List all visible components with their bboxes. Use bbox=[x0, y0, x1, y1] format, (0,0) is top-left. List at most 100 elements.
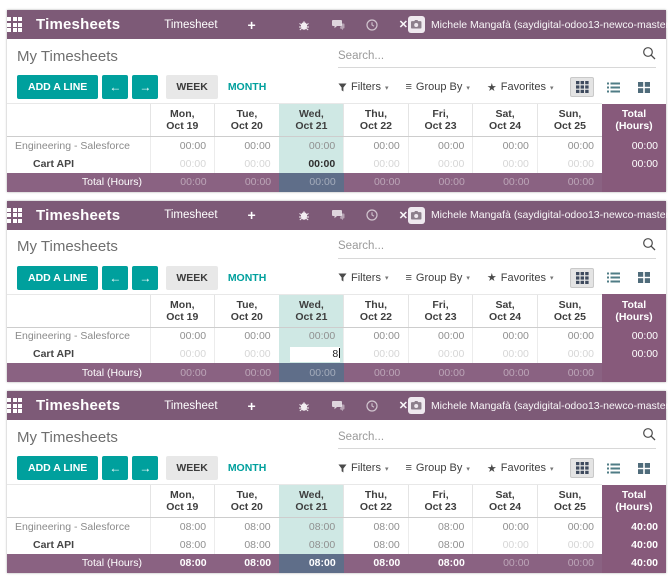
grid-cell[interactable]: 00:00 bbox=[536, 154, 602, 173]
month-range-button[interactable]: MONTH bbox=[227, 81, 267, 93]
close-icon[interactable]: ✕ bbox=[398, 209, 408, 222]
prev-week-button[interactable]: ← bbox=[102, 456, 129, 480]
grid-cell[interactable]: 08:00 bbox=[149, 535, 215, 554]
grid-cell[interactable]: 00:00 bbox=[472, 535, 538, 554]
grid-cell[interactable]: 00:00 bbox=[214, 154, 280, 173]
debug-bug-icon[interactable] bbox=[298, 209, 310, 221]
week-range-button[interactable]: WEEK bbox=[166, 75, 218, 99]
messages-icon[interactable] bbox=[331, 400, 345, 412]
grid-cell[interactable]: 00:00 bbox=[343, 345, 409, 363]
month-range-button[interactable]: MONTH bbox=[227, 462, 267, 474]
prev-week-button[interactable]: ← bbox=[102, 75, 129, 99]
apps-menu-button[interactable] bbox=[7, 398, 22, 413]
search-icon[interactable] bbox=[642, 427, 656, 446]
grid-cell-editing[interactable]: 00:00 bbox=[279, 154, 344, 173]
grid-cell[interactable]: 00:00 bbox=[407, 154, 473, 173]
apps-menu-button[interactable] bbox=[7, 207, 22, 223]
grid-cell[interactable]: 00:00 bbox=[472, 345, 538, 363]
menu-item-timesheet[interactable]: Timesheet bbox=[164, 18, 218, 31]
close-icon[interactable]: ✕ bbox=[398, 19, 408, 31]
grid-cell-editing[interactable]: 08:00 bbox=[279, 535, 344, 554]
activities-clock-icon[interactable] bbox=[366, 209, 378, 221]
grid-cell[interactable]: 08:00 bbox=[214, 535, 280, 554]
grid-cell[interactable]: 00:00 bbox=[343, 154, 409, 173]
footer-cell: 00:00 bbox=[537, 553, 602, 573]
messages-icon[interactable] bbox=[331, 209, 345, 221]
filters-dropdown[interactable]: Filters ▾ bbox=[338, 272, 388, 284]
month-range-button[interactable]: MONTH bbox=[227, 271, 267, 284]
grid-cell: 00:00 bbox=[472, 136, 538, 155]
grid-cell[interactable]: 00:00 bbox=[472, 154, 538, 173]
user-name: Michele Mangafà (saydigital-odoo13-newco… bbox=[430, 209, 668, 221]
search-icon[interactable] bbox=[642, 237, 656, 256]
user-menu[interactable]: Michele Mangafà (saydigital-odoo13-newco… bbox=[407, 16, 668, 33]
quick-add-button[interactable]: + bbox=[247, 207, 256, 223]
activities-clock-icon[interactable] bbox=[366, 18, 378, 31]
apps-grid-icon bbox=[7, 17, 22, 32]
next-week-button[interactable]: → bbox=[132, 75, 159, 99]
menu-item-timesheet[interactable]: Timesheet bbox=[164, 399, 218, 412]
user-menu[interactable]: Michele Mangafà (saydigital-odoo13-newco… bbox=[407, 206, 668, 224]
grid-cell[interactable]: 00:00 bbox=[149, 345, 215, 363]
grid-cell[interactable]: 08:00 bbox=[343, 535, 409, 554]
add-a-line-button[interactable]: ADD A LINE bbox=[17, 265, 99, 290]
group-by-dropdown[interactable]: ≡ Group By ▾ bbox=[405, 81, 469, 93]
group-by-dropdown[interactable]: ≡ Group By ▾ bbox=[405, 462, 469, 474]
user-menu[interactable]: Michele Mangafà (saydigital-odoo13-newco… bbox=[407, 397, 668, 414]
grid-view-button[interactable] bbox=[570, 267, 594, 288]
quick-add-button[interactable]: + bbox=[247, 397, 256, 414]
grid-cell[interactable]: 00:00 bbox=[214, 345, 280, 363]
messages-icon[interactable] bbox=[331, 19, 345, 31]
grid-cell[interactable]: 00:00 bbox=[149, 154, 215, 173]
favorites-dropdown[interactable]: ★ Favorites ▾ bbox=[487, 271, 554, 285]
kanban-view-button[interactable] bbox=[632, 268, 656, 288]
search-input[interactable] bbox=[338, 430, 642, 443]
grid-cell-editing[interactable]: 8 bbox=[279, 345, 344, 363]
close-icon[interactable]: ✕ bbox=[398, 400, 408, 412]
app-title[interactable]: Timesheets bbox=[36, 397, 121, 414]
filters-dropdown[interactable]: Filters ▾ bbox=[338, 462, 388, 474]
week-range-button[interactable]: WEEK bbox=[166, 265, 218, 290]
next-week-button[interactable]: → bbox=[132, 456, 159, 480]
group-by-dropdown[interactable]: ≡ Group By ▾ bbox=[405, 272, 469, 284]
favorites-dropdown[interactable]: ★ Favorites ▾ bbox=[487, 81, 554, 94]
debug-bug-icon[interactable] bbox=[298, 400, 310, 412]
grid-cell[interactable]: 00:00 bbox=[407, 345, 473, 363]
row-label-task: Cart API bbox=[33, 538, 75, 551]
corner-header bbox=[7, 293, 150, 328]
list-view-button[interactable] bbox=[601, 268, 625, 288]
filters-dropdown[interactable]: Filters ▾ bbox=[338, 81, 388, 93]
search-input[interactable] bbox=[338, 240, 642, 252]
grid-cell[interactable]: 00:00 bbox=[536, 345, 602, 363]
chevron-down-icon: ▾ bbox=[550, 84, 554, 92]
prev-week-button[interactable]: ← bbox=[102, 265, 129, 290]
list-view-button[interactable] bbox=[601, 77, 625, 97]
apps-menu-button[interactable] bbox=[7, 17, 22, 32]
chevron-down-icon: ▾ bbox=[466, 465, 470, 473]
camera-icon bbox=[410, 20, 422, 29]
favorites-dropdown[interactable]: ★ Favorites ▾ bbox=[487, 462, 554, 475]
next-week-button[interactable]: → bbox=[132, 265, 159, 290]
search-icon[interactable] bbox=[642, 46, 656, 65]
add-a-line-button[interactable]: ADD A LINE bbox=[17, 75, 99, 99]
grid-cell[interactable]: 08:00 bbox=[407, 535, 473, 554]
row-label-project: Engineering - Salesforce bbox=[15, 520, 130, 533]
activities-clock-icon[interactable] bbox=[366, 399, 378, 412]
grid-cell: 08:00 bbox=[407, 517, 473, 536]
app-title[interactable]: Timesheets bbox=[36, 206, 121, 224]
week-range-button[interactable]: WEEK bbox=[166, 456, 218, 480]
list-view-button[interactable] bbox=[601, 458, 625, 478]
kanban-view-button[interactable] bbox=[632, 77, 656, 97]
filter-icon bbox=[338, 82, 347, 92]
grid-cell[interactable]: 00:00 bbox=[536, 535, 602, 554]
app-title[interactable]: Timesheets bbox=[36, 16, 121, 33]
search-input[interactable] bbox=[338, 49, 642, 62]
grid-view-button[interactable] bbox=[570, 77, 594, 97]
menu-item-timesheet[interactable]: Timesheet bbox=[164, 209, 218, 221]
grid-view-button[interactable] bbox=[570, 458, 594, 478]
add-a-line-button[interactable]: ADD A LINE bbox=[17, 456, 99, 480]
arrow-left-icon: ← bbox=[109, 461, 122, 475]
debug-bug-icon[interactable] bbox=[298, 19, 310, 31]
kanban-view-button[interactable] bbox=[632, 458, 656, 478]
quick-add-button[interactable]: + bbox=[247, 16, 256, 33]
